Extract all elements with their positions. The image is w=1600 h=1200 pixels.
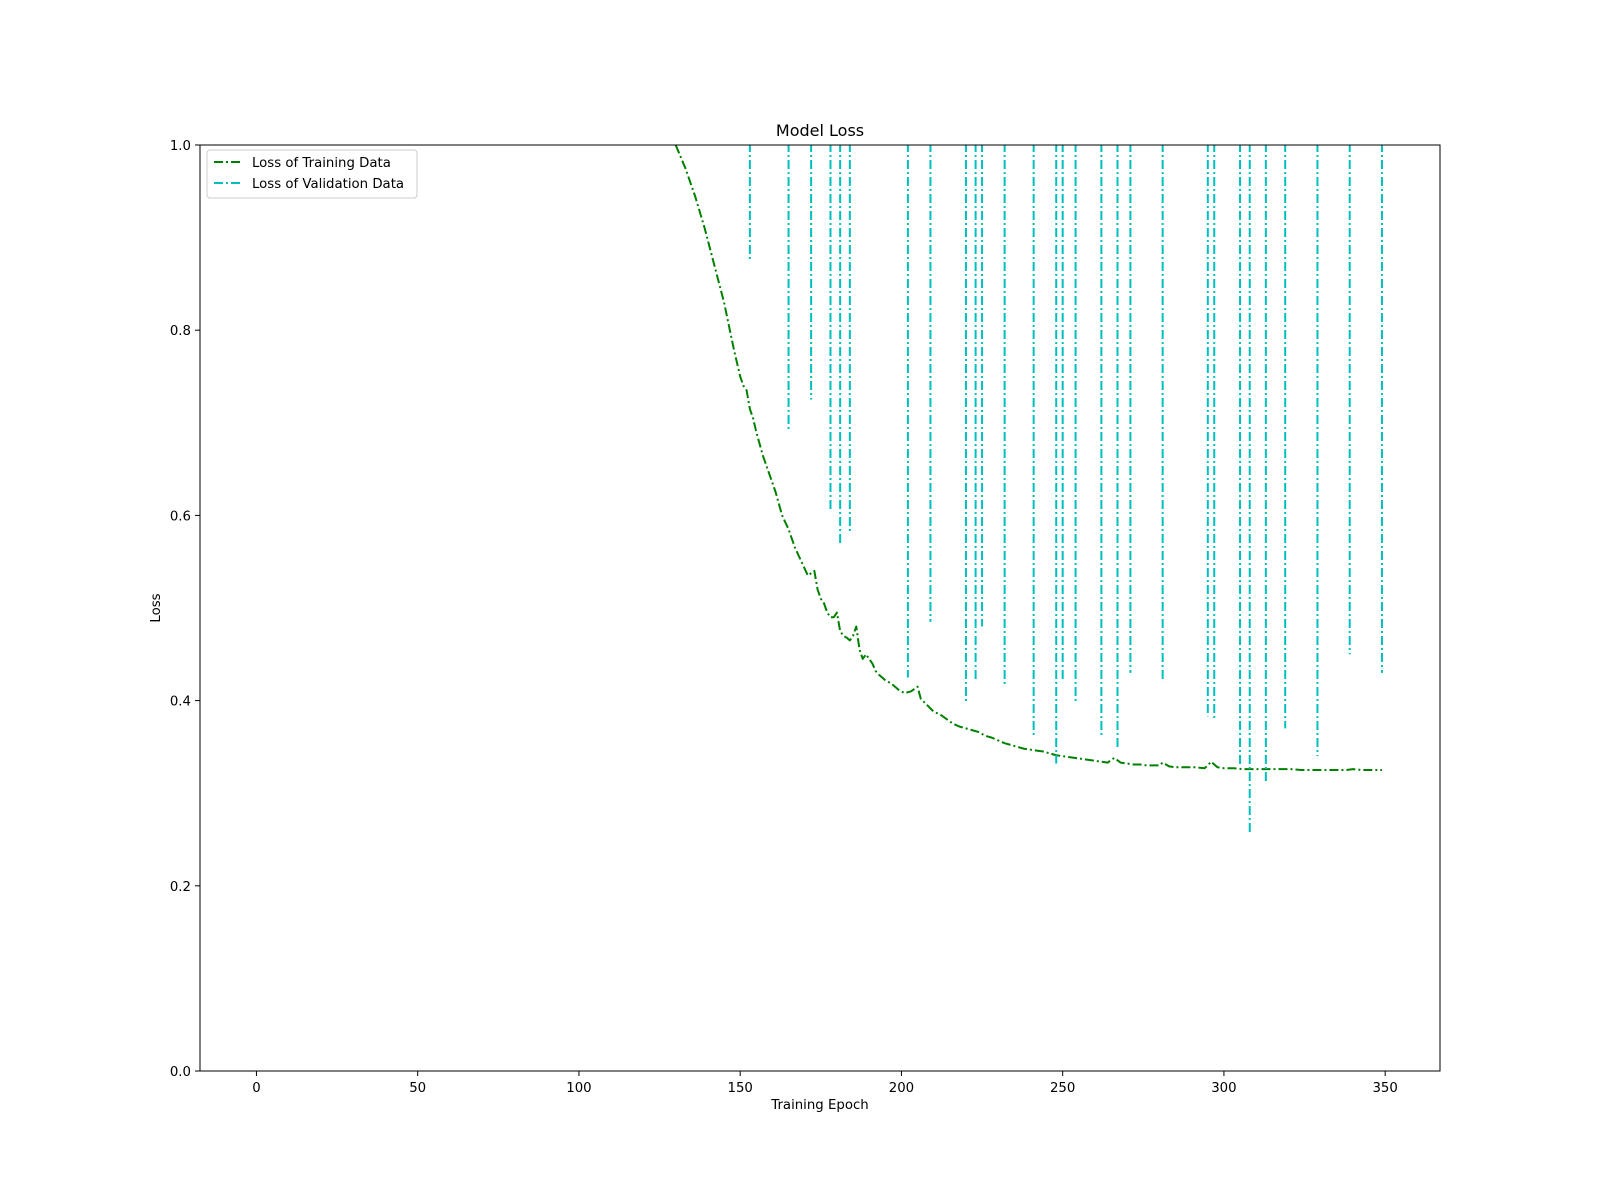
y-tick-label: 0.8 xyxy=(170,324,191,339)
x-tick-label: 50 xyxy=(409,1081,426,1096)
x-tick-label: 250 xyxy=(1050,1081,1075,1096)
y-tick-label: 0.0 xyxy=(170,1065,191,1080)
chart-title: Model Loss xyxy=(776,121,864,140)
x-ticks: 0 50 100 150 200 250 300 350 xyxy=(252,1071,1398,1096)
y-tick-label: 1.0 xyxy=(170,139,191,154)
series-layer xyxy=(674,145,1383,835)
x-tick-label: 200 xyxy=(889,1081,914,1096)
x-tick-label: 300 xyxy=(1211,1081,1236,1096)
axes-layer xyxy=(199,144,1441,1072)
plot-frame xyxy=(199,144,1441,1072)
x-tick-label: 0 xyxy=(252,1081,260,1096)
y-axis-label: Loss xyxy=(149,593,164,622)
x-axis-label: Training Epoch xyxy=(770,1098,868,1113)
legend-box xyxy=(206,149,418,199)
x-tick-label: 100 xyxy=(566,1081,591,1096)
series-line-training xyxy=(674,145,1382,772)
legend: Loss of Training Data Loss of Validation… xyxy=(206,149,418,199)
y-tick-label: 0.6 xyxy=(170,509,191,524)
y-tick-label: 0.4 xyxy=(170,695,191,710)
x-tick-label: 150 xyxy=(727,1081,752,1096)
legend-label-training: Loss of Training Data xyxy=(252,156,391,171)
legend-label-validation: Loss of Validation Data xyxy=(252,177,404,192)
y-tick-label: 0.2 xyxy=(170,880,191,895)
y-ticks: 0.0 0.2 0.4 0.6 0.8 1.0 xyxy=(170,139,200,1080)
x-tick-label: 350 xyxy=(1372,1081,1397,1096)
